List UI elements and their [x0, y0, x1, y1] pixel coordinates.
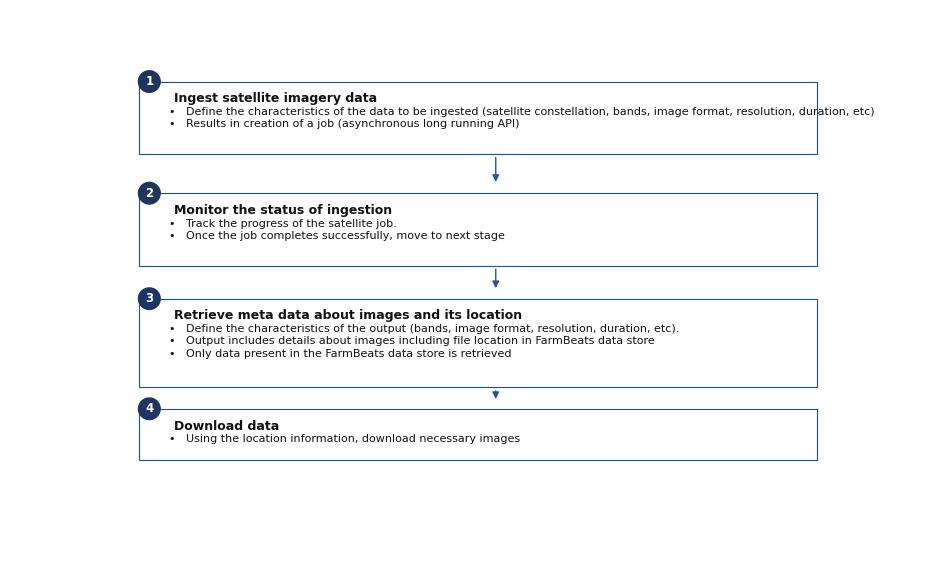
FancyBboxPatch shape: [139, 299, 817, 387]
Text: Define the characteristics of the data to be ingested (satellite constellation, : Define the characteristics of the data t…: [185, 107, 873, 117]
Text: Monitor the status of ingestion: Monitor the status of ingestion: [174, 204, 392, 217]
Text: Once the job completes successfully, move to next stage: Once the job completes successfully, mov…: [185, 231, 504, 241]
Ellipse shape: [138, 288, 160, 310]
Text: •: •: [169, 231, 175, 241]
Text: 2: 2: [146, 187, 153, 200]
Text: •: •: [169, 324, 175, 334]
Text: Download data: Download data: [174, 420, 279, 433]
Text: •: •: [169, 336, 175, 346]
FancyBboxPatch shape: [139, 193, 817, 266]
FancyBboxPatch shape: [139, 82, 817, 154]
Text: •: •: [169, 434, 175, 444]
Text: Only data present in the FarmBeats data store is retrieved: Only data present in the FarmBeats data …: [185, 349, 511, 359]
Text: 4: 4: [145, 402, 153, 415]
Text: Results in creation of a job (asynchronous long running API): Results in creation of a job (asynchrono…: [185, 119, 519, 129]
Text: •: •: [169, 219, 175, 228]
Text: Track the progress of the satellite job.: Track the progress of the satellite job.: [185, 219, 396, 228]
Text: •: •: [169, 119, 175, 129]
Ellipse shape: [138, 182, 160, 204]
Text: Retrieve meta data about images and its location: Retrieve meta data about images and its …: [174, 310, 522, 323]
Ellipse shape: [138, 70, 160, 92]
Text: 3: 3: [146, 292, 153, 305]
Text: Using the location information, download necessary images: Using the location information, download…: [185, 434, 519, 444]
Text: Define the characteristics of the output (bands, image format, resolution, durat: Define the characteristics of the output…: [185, 324, 679, 334]
Text: •: •: [169, 107, 175, 117]
FancyBboxPatch shape: [139, 409, 817, 460]
Text: Output includes details about images including file location in FarmBeats data s: Output includes details about images inc…: [185, 336, 654, 346]
Text: 1: 1: [146, 75, 153, 88]
Text: •: •: [169, 349, 175, 359]
Ellipse shape: [138, 398, 160, 420]
Text: Ingest satellite imagery data: Ingest satellite imagery data: [174, 92, 377, 105]
